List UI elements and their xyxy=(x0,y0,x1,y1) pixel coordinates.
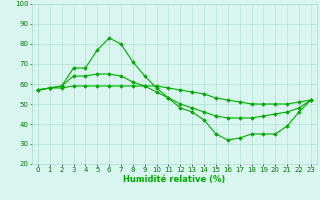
X-axis label: Humidité relative (%): Humidité relative (%) xyxy=(123,175,226,184)
